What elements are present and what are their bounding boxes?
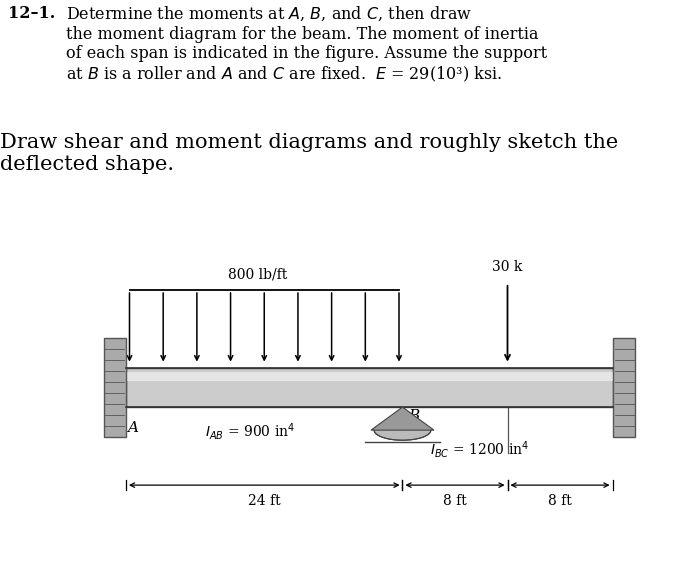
Text: Determine the moments at $A$, $B$, and $C$, then draw
the moment diagram for the: Determine the moments at $A$, $B$, and $… <box>66 5 547 84</box>
Text: $I_{BC}$ = 1200 in$^4$: $I_{BC}$ = 1200 in$^4$ <box>430 439 530 460</box>
Text: Draw shear and moment diagrams and roughly sketch the
deflected shape.: Draw shear and moment diagrams and rough… <box>0 133 618 174</box>
Polygon shape <box>371 407 434 430</box>
Text: 24 ft: 24 ft <box>248 494 281 508</box>
Bar <box>126 368 612 407</box>
Bar <box>612 338 635 437</box>
Text: B: B <box>408 409 419 423</box>
Text: 8 ft: 8 ft <box>443 494 467 508</box>
Text: C: C <box>614 351 626 364</box>
Text: $I_{AB}$ = 900 in$^4$: $I_{AB}$ = 900 in$^4$ <box>205 421 295 442</box>
Text: 8 ft: 8 ft <box>548 494 572 508</box>
Polygon shape <box>374 430 430 440</box>
Text: 12–1.: 12–1. <box>8 5 56 22</box>
Text: 30 k: 30 k <box>492 260 523 274</box>
Bar <box>126 372 612 381</box>
Bar <box>104 338 126 437</box>
Text: A: A <box>127 421 139 435</box>
Text: 800 lb/ft: 800 lb/ft <box>228 267 287 281</box>
